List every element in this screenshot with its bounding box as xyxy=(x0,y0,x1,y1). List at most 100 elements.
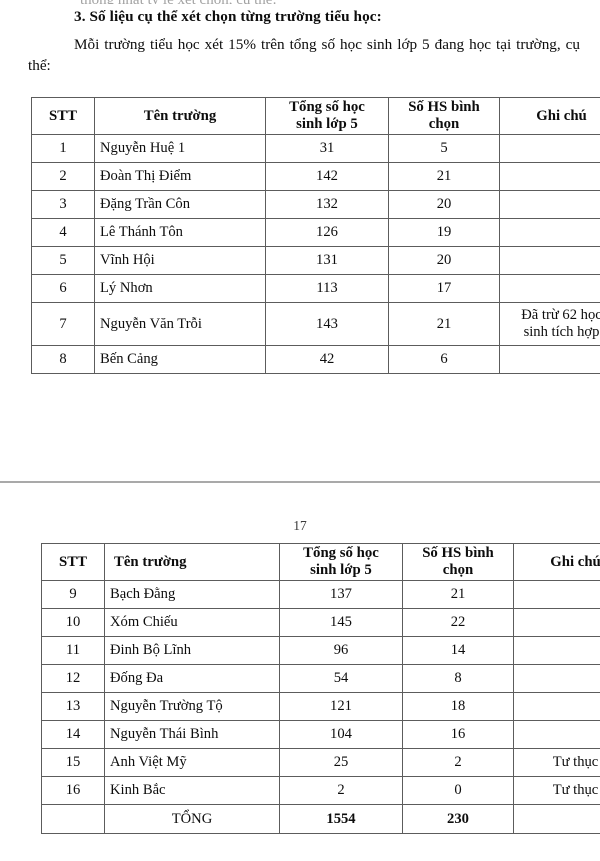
table-row: 13 Nguyễn Trường Tộ 121 18 xyxy=(41,692,600,721)
cell-school-name: Anh Việt Mỹ xyxy=(104,748,280,777)
table-one-body: 1 Nguyễn Huệ 1 31 5 2 Đoàn Thị Điểm 142 … xyxy=(31,134,600,374)
cell-school-name: Bạch Đằng xyxy=(104,580,280,609)
cell-chosen: 8 xyxy=(402,664,514,693)
cell-total: 131 xyxy=(265,246,389,275)
table-row: 15 Anh Việt Mỹ 25 2 Tư thục xyxy=(41,748,600,777)
header-school-name: Tên trường xyxy=(94,97,266,135)
cell-chosen: 21 xyxy=(388,162,500,191)
cell-total: 145 xyxy=(279,608,403,637)
header-stt: STT xyxy=(31,97,95,135)
table-row: 6 Lý Nhơn 113 17 xyxy=(31,274,600,303)
table-row: 8 Bến Cảng 42 6 xyxy=(31,345,600,374)
header-total-grade5: Tổng số học sinh lớp 5 xyxy=(265,97,389,135)
cell-note xyxy=(513,692,600,721)
cell-school-name: Đặng Trần Côn xyxy=(94,190,266,219)
cell-stt: 4 xyxy=(31,218,95,247)
header-chosen-line1: Số HS bình xyxy=(422,545,494,561)
table-total-row: TỔNG 1554 230 xyxy=(41,804,600,834)
cell-stt: 14 xyxy=(41,720,105,749)
cell-total: 104 xyxy=(279,720,403,749)
cell-chosen: 14 xyxy=(402,636,514,665)
cell-stt: 8 xyxy=(31,345,95,374)
cell-school-name: Lý Nhơn xyxy=(94,274,266,303)
cell-note xyxy=(513,804,600,834)
cell-note-line1: Đã trừ 62 học xyxy=(521,307,600,323)
cell-stt: 9 xyxy=(41,580,105,609)
intro-paragraph: Mỗi trường tiểu học xét 15% trên tổng số… xyxy=(28,36,580,74)
cell-total: 142 xyxy=(265,162,389,191)
cell-note-line2: sinh tích hợp xyxy=(523,324,600,340)
table-header-row: STT Tên trường Tổng số học sinh lớp 5 Số… xyxy=(41,543,600,581)
header-total-grade5-line2: sinh lớp 5 xyxy=(310,562,372,578)
cell-stt: 12 xyxy=(41,664,105,693)
cell-school-name: Bến Cảng xyxy=(94,345,266,374)
header-stt: STT xyxy=(41,543,105,581)
table-row: 14 Nguyễn Thái Bình 104 16 xyxy=(41,720,600,749)
cell-note xyxy=(513,580,600,609)
cell-chosen: 18 xyxy=(402,692,514,721)
cell-school-name: Lê Thánh Tôn xyxy=(94,218,266,247)
cell-note xyxy=(499,134,600,163)
cell-total-sum: 1554 xyxy=(279,804,403,834)
table-row: 3 Đặng Trần Côn 132 20 xyxy=(31,190,600,219)
table-two-body: 9 Bạch Đằng 137 21 10 Xóm Chiếu 145 22 1… xyxy=(41,580,600,834)
header-chosen: Số HS bình chọn xyxy=(388,97,500,135)
table-row: 9 Bạch Đằng 137 21 xyxy=(41,580,600,609)
cell-total: 2 xyxy=(279,776,403,805)
cell-total: 137 xyxy=(279,580,403,609)
header-chosen-line2: chọn xyxy=(442,562,474,578)
table-two-header: STT Tên trường Tổng số học sinh lớp 5 Số… xyxy=(41,543,600,581)
table-row: 5 Vĩnh Hội 131 20 xyxy=(31,246,600,275)
cell-stt: 10 xyxy=(41,608,105,637)
table-row: 11 Đinh Bộ Lĩnh 96 14 xyxy=(41,636,600,665)
cell-stt: 11 xyxy=(41,636,105,665)
table-row: 7 Nguyễn Văn Trỗi 143 21 Đã trừ 62 học s… xyxy=(31,302,600,346)
table-one-header: STT Tên trường Tổng số học sinh lớp 5 Số… xyxy=(31,97,600,135)
table-row: 12 Đống Đa 54 8 xyxy=(41,664,600,693)
cell-total: 54 xyxy=(279,664,403,693)
cell-school-name: Đinh Bộ Lĩnh xyxy=(104,636,280,665)
header-total-grade5-line2: sinh lớp 5 xyxy=(296,116,358,132)
cell-school-name: Kinh Bắc xyxy=(104,776,280,805)
document-page-one: thống nhất tỷ lệ xét chọn, cụ thể: 3. Số… xyxy=(28,0,600,374)
cell-chosen: 22 xyxy=(402,608,514,637)
cell-note xyxy=(513,664,600,693)
header-chosen: Số HS bình chọn xyxy=(402,543,514,581)
cell-stt: 5 xyxy=(31,246,95,275)
cell-chosen: 17 xyxy=(388,274,500,303)
header-total-grade5: Tổng số học sinh lớp 5 xyxy=(279,543,403,581)
cell-chosen: 2 xyxy=(402,748,514,777)
cell-stt: 6 xyxy=(31,274,95,303)
cell-stt: 7 xyxy=(31,302,95,346)
cell-school-name: Đống Đa xyxy=(104,664,280,693)
cell-school-name: Vĩnh Hội xyxy=(94,246,266,275)
cell-note xyxy=(499,190,600,219)
cell-chosen: 0 xyxy=(402,776,514,805)
header-total-grade5-line1: Tổng số học xyxy=(303,545,379,561)
cell-chosen: 5 xyxy=(388,134,500,163)
cell-note: Tư thục xyxy=(513,776,600,805)
section-heading: 3. Số liệu cụ thể xét chọn từng trường t… xyxy=(74,8,382,25)
cell-stt: 15 xyxy=(41,748,105,777)
table-row: 2 Đoàn Thị Điểm 142 21 xyxy=(31,162,600,191)
cell-chosen: 19 xyxy=(388,218,500,247)
cell-note: Tư thục xyxy=(513,748,600,777)
cell-school-name: Nguyễn Văn Trỗi xyxy=(94,302,266,346)
table-row: 10 Xóm Chiếu 145 22 xyxy=(41,608,600,637)
clipped-top-text: thống nhất tỷ lệ xét chọn, cụ thể: xyxy=(80,0,520,4)
cell-total: 42 xyxy=(265,345,389,374)
header-total-grade5-line1: Tổng số học xyxy=(289,99,365,115)
cell-note xyxy=(513,636,600,665)
page-break-separator xyxy=(0,481,600,483)
table-row: 1 Nguyễn Huệ 1 31 5 xyxy=(31,134,600,163)
cell-note xyxy=(499,218,600,247)
cell-school-name: Nguyễn Trường Tộ xyxy=(104,692,280,721)
cell-total: 132 xyxy=(265,190,389,219)
cell-note xyxy=(499,274,600,303)
cell-total: 121 xyxy=(279,692,403,721)
schools-table-part-two: STT Tên trường Tổng số học sinh lớp 5 Số… xyxy=(41,543,600,834)
cell-stt: 1 xyxy=(31,134,95,163)
header-chosen-line1: Số HS bình xyxy=(408,99,480,115)
cell-note xyxy=(499,246,600,275)
table-row: 4 Lê Thánh Tôn 126 19 xyxy=(31,218,600,247)
